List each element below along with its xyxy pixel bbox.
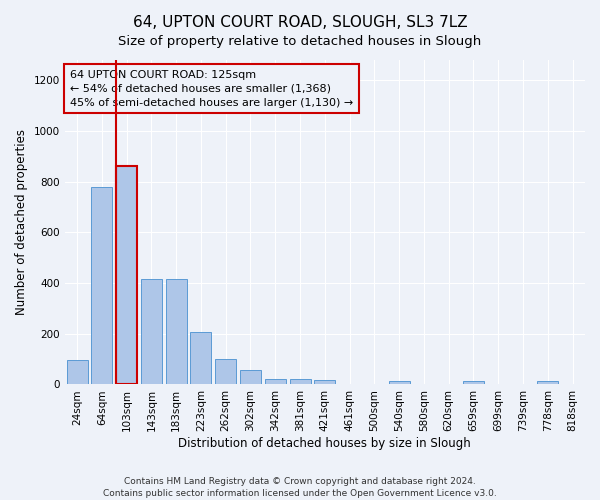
X-axis label: Distribution of detached houses by size in Slough: Distribution of detached houses by size … <box>178 437 471 450</box>
Bar <box>91 186 112 384</box>
Bar <box>290 379 311 384</box>
Bar <box>141 280 162 384</box>
Bar <box>389 382 410 384</box>
Text: Contains HM Land Registry data © Crown copyright and database right 2024.
Contai: Contains HM Land Registry data © Crown c… <box>103 476 497 498</box>
Text: 64, UPTON COURT ROAD, SLOUGH, SL3 7LZ: 64, UPTON COURT ROAD, SLOUGH, SL3 7LZ <box>133 15 467 30</box>
Bar <box>116 166 137 384</box>
Bar <box>67 360 88 384</box>
Bar <box>240 370 261 384</box>
Text: 64 UPTON COURT ROAD: 125sqm
← 54% of detached houses are smaller (1,368)
45% of : 64 UPTON COURT ROAD: 125sqm ← 54% of det… <box>70 70 353 108</box>
Bar <box>190 332 211 384</box>
Bar <box>463 382 484 384</box>
Text: Size of property relative to detached houses in Slough: Size of property relative to detached ho… <box>118 35 482 48</box>
Bar <box>538 382 559 384</box>
Bar <box>215 359 236 384</box>
Y-axis label: Number of detached properties: Number of detached properties <box>15 129 28 315</box>
Bar <box>166 280 187 384</box>
Bar <box>265 379 286 384</box>
Bar <box>314 380 335 384</box>
